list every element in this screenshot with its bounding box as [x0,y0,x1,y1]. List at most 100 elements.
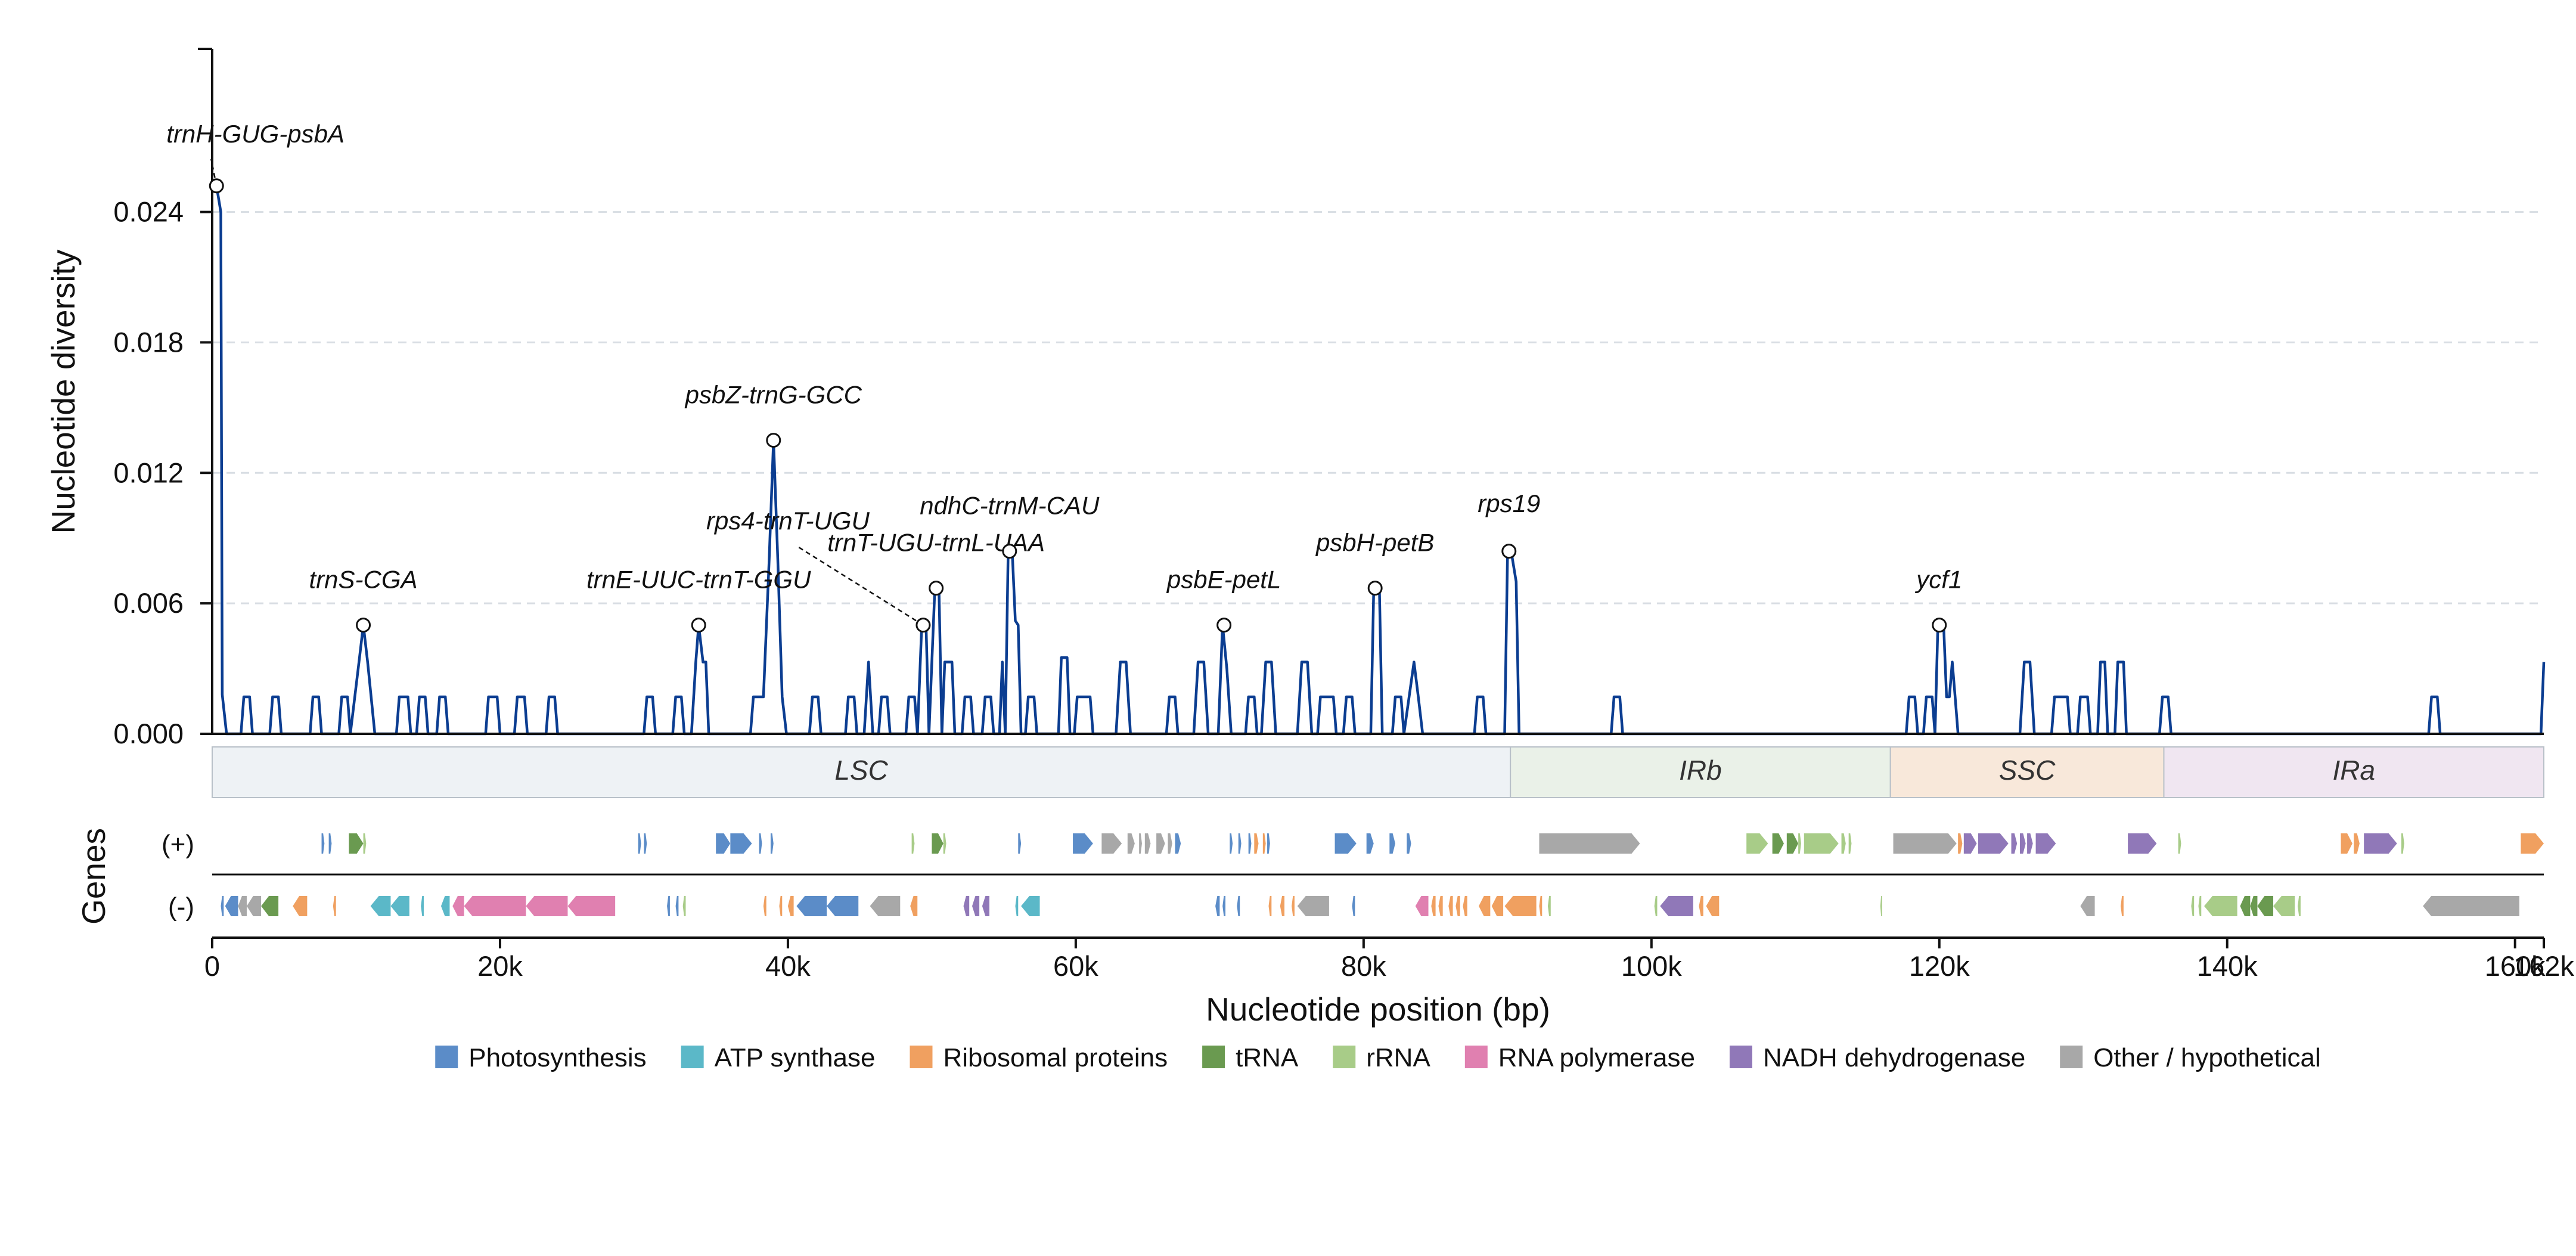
gene-plus [1804,833,1839,854]
x-tick-label: 20k [477,950,523,982]
gene-plus [2364,833,2397,854]
gridlines [212,211,2544,604]
gene-plus [1407,833,1411,854]
gene-minus [452,896,464,916]
gene-tracks [221,833,2544,916]
x-tick-label: 0 [204,950,220,982]
gene-plus [1144,833,1151,854]
gene-minus [370,896,391,916]
peak-marker [1501,544,1517,559]
legend-swatch [1333,1046,1356,1068]
x-tick-label: 140k [2197,950,2258,982]
gene-minus [1479,896,1491,916]
gene-minus [1431,896,1436,916]
gene-plus [2521,833,2544,854]
gene-plus [730,833,752,854]
axis-titles: Nucleotide diversity Genes Nucleotide po… [45,249,1550,1028]
gene-plus [1267,833,1270,854]
gene-minus [779,896,783,916]
legend-swatch [681,1046,704,1068]
gene-plus [1139,833,1142,854]
gene-plus [2401,833,2404,854]
strand-label-minus: (-) [168,892,194,922]
gene-minus [440,896,450,916]
x-tick-label: 40k [765,950,811,982]
gene-plus [2178,833,2181,854]
gene-minus [1539,896,1543,916]
legend-label: Other / hypothetical [2093,1043,2321,1072]
gene-plus [1978,833,2009,854]
peak-marker [915,618,931,633]
gene-minus [1438,896,1443,916]
gene-plus [1746,833,1768,854]
region-label: IRa [2332,755,2375,786]
peak-label: trnS-CGA [309,566,418,594]
gene-minus [796,896,827,916]
gene-minus [1654,896,1658,916]
legend-swatch [435,1046,458,1068]
gene-minus [1280,896,1285,916]
gene-plus [2128,833,2157,854]
gene-minus [246,896,262,916]
x-axis-title: Nucleotide position (bp) [1206,991,1550,1028]
y-tick-label: 0.012 [113,457,184,488]
peak-marker [766,433,781,448]
gene-plus [328,833,332,854]
legend-label: Ribosomal proteins [943,1043,1168,1072]
peak-label: ndhC-trnM-CAU [920,492,1100,520]
gene-plus [363,833,367,854]
x-tick-label: 100k [1621,950,1682,982]
peak-label: rps4-trnT-UGU [706,507,870,535]
gene-minus [2198,896,2202,916]
gene-plus [932,833,944,854]
genes-axis-title: Genes [75,828,112,925]
legend-swatch [1464,1046,1488,1068]
gene-minus [2204,896,2237,916]
x-tick-label: 162k [2513,950,2574,982]
gene-minus [2257,896,2274,916]
peak-marker [1367,581,1383,596]
gene-minus [464,896,526,916]
gene-plus [1366,833,1374,854]
legend-swatch [2060,1046,2083,1068]
gene-minus [982,896,989,916]
peak-marker [1002,544,1017,559]
gene-minus [1463,896,1467,916]
gene-plus [349,833,364,854]
genome-regions: LSC IRb SSC IRa [212,746,2544,798]
gene-plus [638,833,641,854]
legend-swatch [910,1046,933,1068]
gene-plus [2035,833,2056,854]
peak-marker [1216,618,1232,633]
gene-minus [1660,896,1693,916]
peak-label: trnH-GUG-psbA [166,120,344,148]
gene-plus [1893,833,1957,854]
gene-minus [238,896,247,916]
gene-minus [2080,896,2095,916]
peak-marker [1932,618,1947,633]
peak-label: ycf1 [1914,566,1962,594]
gene-plus [1101,833,1122,854]
gene-plus [1786,833,1799,854]
legend-label: ATP synthase [715,1043,876,1072]
x-tick-label: 60k [1053,950,1098,982]
gene-plus [1958,833,1963,854]
gene-minus [2273,896,2295,916]
gene-minus [1268,896,1272,916]
peak-marker [356,618,371,633]
gene-minus [870,896,901,916]
region-ssc [1889,746,2165,798]
legend-label: NADH dehydrogenase [1763,1043,2025,1072]
x-tick-label: 80k [1341,950,1386,982]
gene-minus [1415,896,1429,916]
legend-label: Photosynthesis [468,1043,646,1072]
gene-minus [1504,896,1537,916]
gene-minus [963,896,970,916]
gene-plus [1841,833,1846,854]
gene-plus [1175,833,1181,854]
axes: 0.000 0.006 0.012 0.018 0.024 0 20k 40k 60k 80k 10… [113,48,2574,982]
gene-minus [682,896,686,916]
gene-plus [1848,833,1852,854]
gene-minus [1880,896,1882,916]
peak-annotations: trnH-GUG-psbA trnS-CGA trnE-UUC-trnT-GGU ps… [166,120,1962,633]
